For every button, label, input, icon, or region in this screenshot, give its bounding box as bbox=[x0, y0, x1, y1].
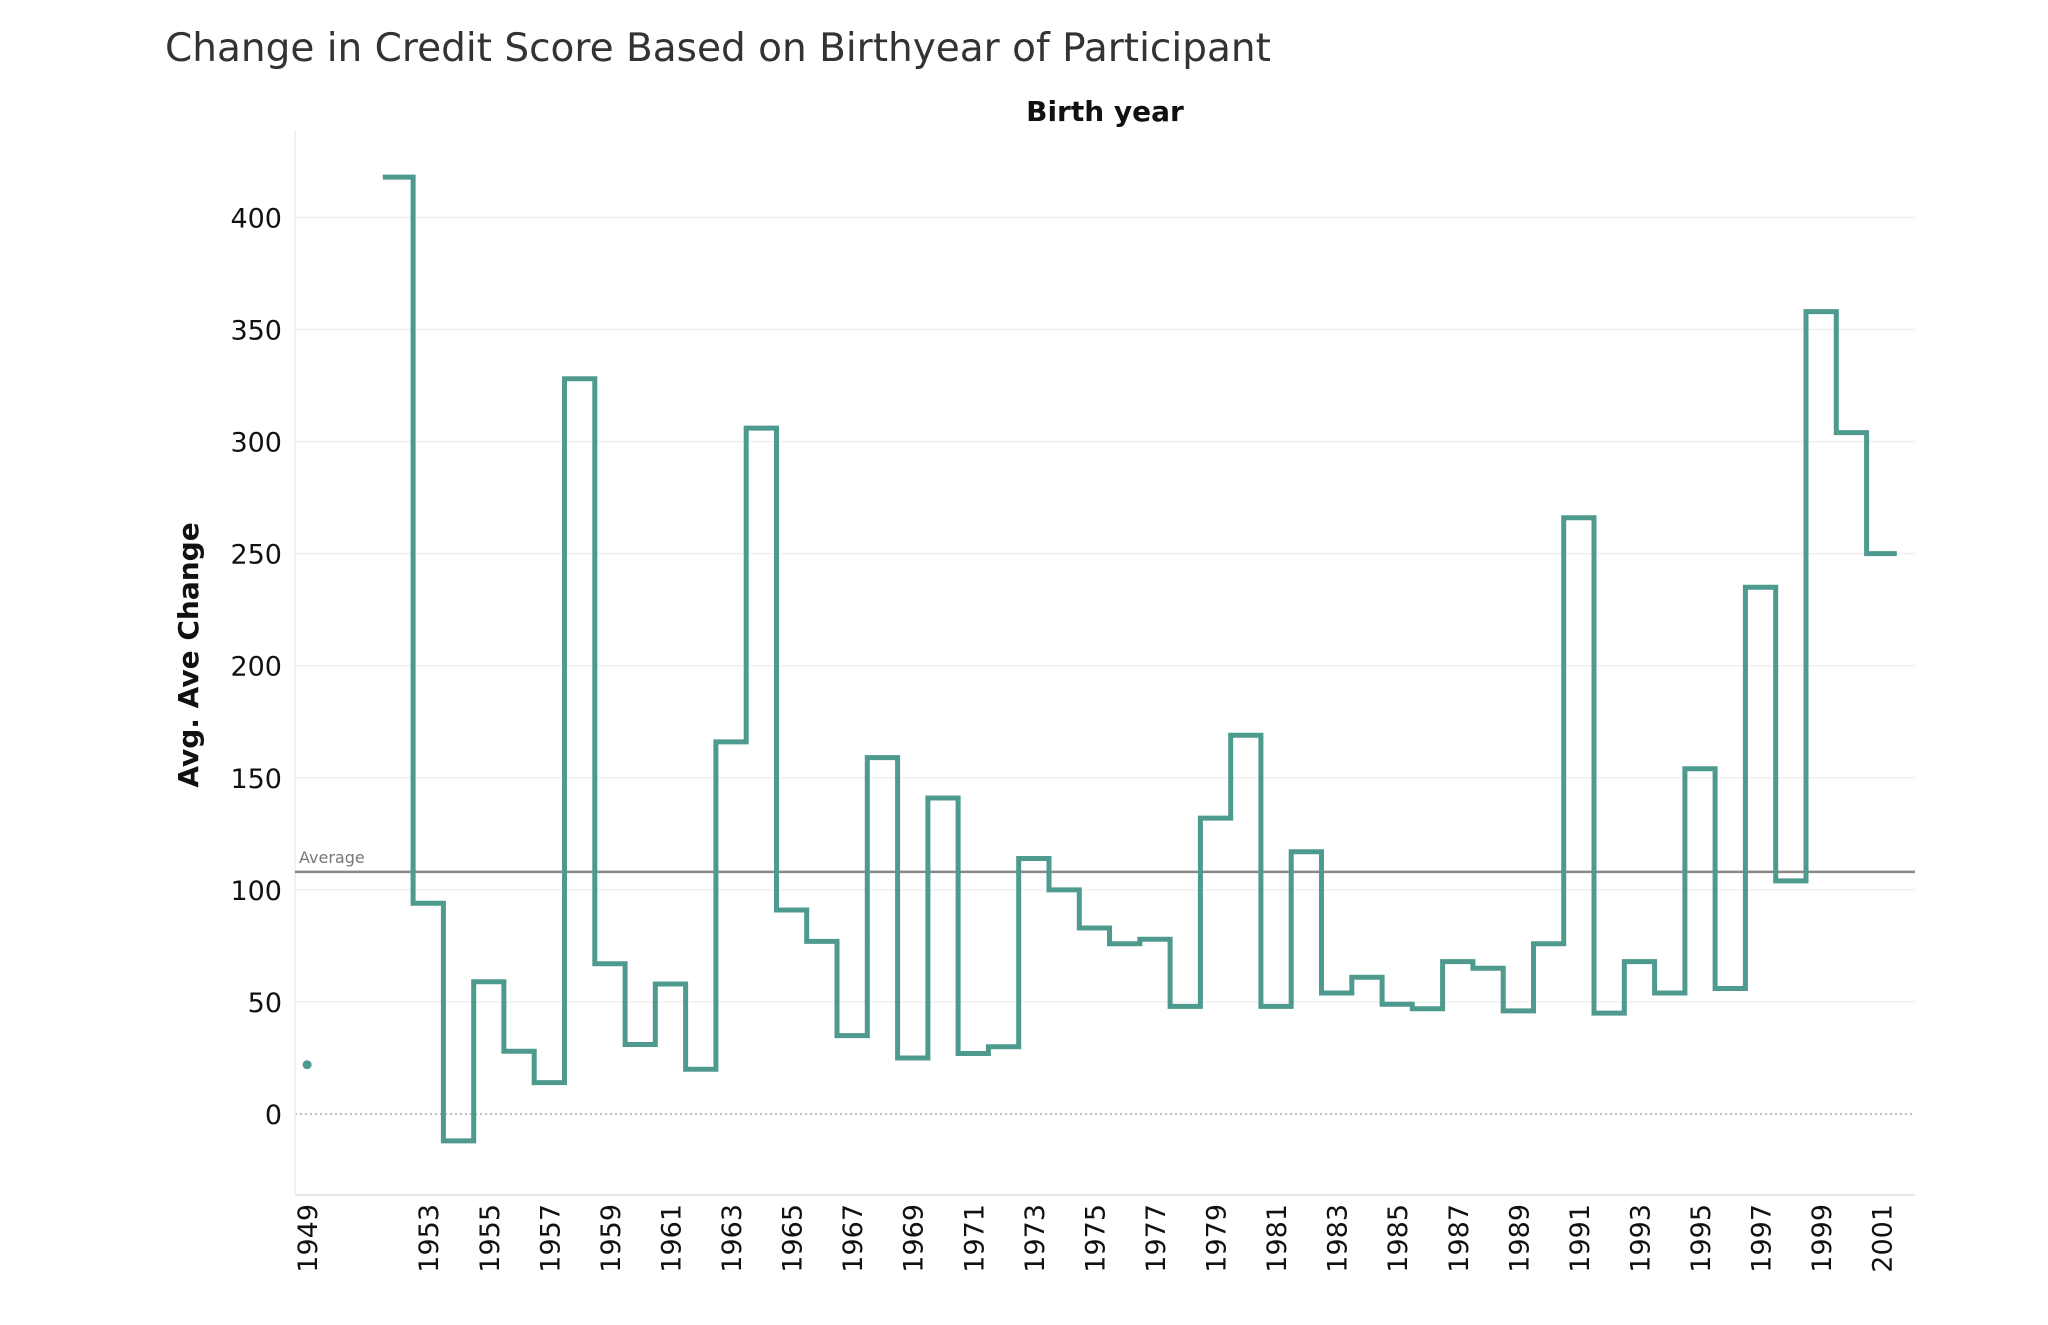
y-tick-label: 150 bbox=[230, 764, 282, 795]
x-tick-label: 1997 bbox=[1747, 1204, 1778, 1273]
x-tick-label: 1969 bbox=[899, 1204, 930, 1273]
y-tick-label: 350 bbox=[230, 316, 282, 347]
x-tick-label: 1971 bbox=[959, 1204, 990, 1273]
x-tick-label: 2001 bbox=[1868, 1204, 1899, 1273]
x-tick-label: 1975 bbox=[1080, 1204, 1111, 1273]
isolated-point bbox=[302, 1060, 312, 1070]
y-axis-ticks: 0 50 100 150 200 250 300 350 400 bbox=[230, 203, 282, 1131]
y-tick-label: 0 bbox=[265, 1100, 282, 1131]
x-tick-label: 1983 bbox=[1323, 1204, 1354, 1273]
y-tick-label: 400 bbox=[230, 203, 282, 234]
grid-layer bbox=[295, 216, 1915, 1003]
y-tick-label: 100 bbox=[230, 876, 282, 907]
x-tick-label: 1963 bbox=[717, 1204, 748, 1273]
chart-title: Change in Credit Score Based on Birthyea… bbox=[165, 26, 1271, 71]
x-tick-label: 1993 bbox=[1625, 1204, 1656, 1273]
y-tick-label: 300 bbox=[230, 428, 282, 459]
x-tick-label: 1953 bbox=[414, 1204, 445, 1273]
x-tick-label: 1987 bbox=[1444, 1204, 1475, 1273]
x-tick-label: 1981 bbox=[1262, 1204, 1293, 1273]
y-tick-label: 250 bbox=[230, 540, 282, 571]
x-tick-label: 1957 bbox=[535, 1204, 566, 1273]
y-tick-label: 50 bbox=[248, 988, 282, 1019]
x-tick-label: 1989 bbox=[1504, 1204, 1535, 1273]
y-axis-title: Avg. Ave Change bbox=[172, 522, 205, 787]
series-layer bbox=[302, 174, 1897, 1144]
x-tick-label: 1977 bbox=[1141, 1204, 1172, 1273]
x-axis-title: Birth year bbox=[1026, 95, 1184, 128]
x-tick-label: 1995 bbox=[1686, 1204, 1717, 1273]
y-tick-label: 200 bbox=[230, 652, 282, 683]
x-tick-label: 1965 bbox=[778, 1204, 809, 1273]
series-line bbox=[382, 174, 1897, 1144]
x-tick-label: 1973 bbox=[1020, 1204, 1051, 1273]
x-tick-label: 1961 bbox=[657, 1204, 688, 1273]
x-tick-label: 1979 bbox=[1202, 1204, 1233, 1273]
x-tick-label: 1999 bbox=[1807, 1204, 1838, 1273]
x-tick-label: 1959 bbox=[596, 1204, 627, 1273]
x-tick-label: 1967 bbox=[838, 1204, 869, 1273]
average-reference-label: Average bbox=[299, 848, 365, 867]
x-tick-label: 1949 bbox=[293, 1204, 324, 1273]
x-tick-label: 1955 bbox=[475, 1204, 506, 1273]
x-tick-label: 1991 bbox=[1565, 1204, 1596, 1273]
x-tick-label: 1985 bbox=[1383, 1204, 1414, 1273]
x-axis-ticks: 1949 1953 1955 1957 1959 1961 1963 1965 1967 1969… bbox=[293, 1204, 1899, 1273]
